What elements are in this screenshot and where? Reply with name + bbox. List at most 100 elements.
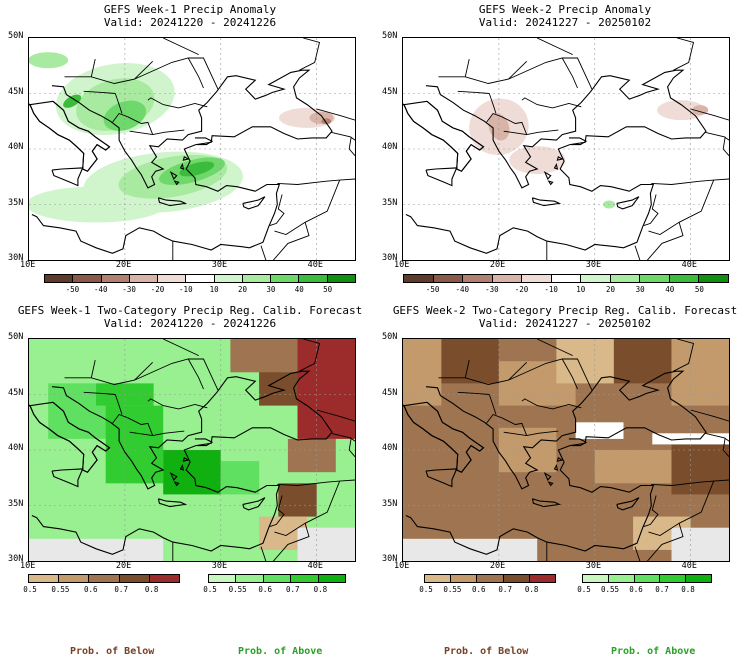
- lon-tick-label: 20E: [489, 260, 506, 270]
- lat-tick-label: 50N: [8, 332, 24, 342]
- colorbar-label: 0.5: [23, 585, 37, 594]
- lat-tick-label: 35N: [382, 498, 398, 509]
- colorbar-label: 0.7: [114, 585, 128, 594]
- colorbar-segment: [686, 575, 711, 582]
- colorbar-segment: [263, 575, 292, 582]
- lon-tick-label: 30E: [585, 561, 602, 571]
- colorbar-segment: [214, 275, 243, 282]
- colorbar-label: 0.55: [228, 585, 247, 594]
- lat-tick-label: 30N: [8, 253, 24, 263]
- colorbar-segment: [634, 575, 661, 582]
- colorbar-label: 0.55: [51, 585, 70, 594]
- colorbar-segment: [699, 275, 729, 282]
- lat-tick-label: 35N: [8, 197, 24, 208]
- colorbar-label: 10: [576, 285, 586, 294]
- lat-tick-label: 45N: [382, 387, 398, 398]
- anomaly-colorbar-week2: [403, 274, 729, 283]
- colorbar-label: 10: [209, 285, 219, 294]
- colorbar-segment: [291, 575, 319, 582]
- lon-tick-label: 40E: [307, 561, 323, 571]
- map-canvas: [403, 38, 729, 260]
- colorbar-label: 0.8: [524, 585, 539, 594]
- lon-tick-label: 40E: [681, 561, 697, 571]
- lon-tick-label: 30E: [211, 260, 228, 270]
- colorbar-label: 0.7: [655, 585, 669, 594]
- colorbar-label: 50: [323, 285, 333, 294]
- colorbar-segment: [101, 275, 130, 282]
- colorbar-label: 0.6: [629, 585, 643, 594]
- colorbar-segment: [186, 275, 215, 282]
- colorbar-segment: [477, 575, 504, 582]
- colorbar-segment: [581, 275, 611, 282]
- legend-prob-below-week2: Prob. of Below: [444, 646, 529, 657]
- colorbar-segment: [492, 275, 523, 282]
- colorbar-segment: [318, 575, 346, 582]
- colorbar-label: 20: [238, 285, 248, 294]
- colorbar-label: -50: [425, 285, 440, 294]
- colorbar-segment: [327, 275, 355, 282]
- lon-tick-label: 30E: [211, 561, 228, 571]
- colorbar-segment: [299, 275, 328, 282]
- lat-tick-label: 35N: [8, 498, 24, 509]
- colorbar-segment: [73, 275, 102, 282]
- map-week1-anomaly: [28, 37, 356, 261]
- legend-prob-below-week1: Prob. of Below: [70, 646, 155, 657]
- prob-below-colorbar-week1: [28, 574, 180, 583]
- colorbar-segment: [129, 275, 159, 282]
- map-week2-two-category: [402, 338, 730, 562]
- map-canvas: [403, 339, 729, 561]
- colorbar-label: 0.7: [286, 585, 300, 594]
- colorbar-label: -30: [122, 285, 136, 294]
- colorbar-label: 0.6: [258, 585, 272, 594]
- lat-tick-label: 40N: [8, 142, 24, 152]
- lat-tick-label: 45N: [8, 387, 24, 398]
- colorbar-segment: [89, 575, 120, 582]
- colorbar-label: 30: [635, 285, 645, 294]
- colorbar-label: 0.8: [313, 585, 328, 594]
- colorbar-label: -40: [93, 285, 108, 294]
- colorbar-segment: [29, 575, 60, 582]
- lat-tick-label: 50N: [8, 31, 24, 41]
- colorbar-label: 50: [694, 285, 704, 294]
- colorbar-label: -20: [150, 285, 165, 294]
- colorbar-label: 0.8: [144, 585, 159, 594]
- legend-prob-above-week1: Prob. of Above: [238, 646, 323, 657]
- colorbar-label: 0.55: [600, 585, 620, 594]
- colorbar-segment: [660, 575, 687, 582]
- colorbar-label: 0.8: [681, 585, 695, 594]
- panel-title: GEFS Week-2 Precip Anomaly Valid: 2024122…: [478, 3, 652, 29]
- lon-tick-label: 40E: [681, 260, 697, 270]
- colorbar-label: 0.5: [577, 585, 591, 594]
- lat-tick-label: 45N: [382, 86, 398, 97]
- colorbar-segment: [608, 575, 635, 582]
- colorbar-label: 0.6: [472, 585, 486, 594]
- colorbar-segment: [119, 575, 150, 582]
- lon-tick-label: 10E: [20, 260, 36, 270]
- lat-tick-label: 50N: [382, 332, 398, 342]
- colorbar-label: -20: [514, 285, 529, 294]
- colorbar-segment: [404, 275, 434, 282]
- colorbar-segment: [425, 575, 452, 582]
- colorbar-label: 40: [294, 285, 304, 294]
- colorbar-segment: [158, 275, 187, 282]
- colorbar-label: 20: [605, 285, 615, 294]
- colorbar-segment: [271, 275, 300, 282]
- colorbar-segment: [242, 275, 272, 282]
- map-week2-anomaly: [402, 37, 730, 261]
- prob-above-colorbar-week1: [208, 574, 346, 583]
- map-canvas: [29, 38, 355, 260]
- colorbar-label: 40: [665, 285, 675, 294]
- colorbar-label: -40: [455, 285, 470, 294]
- prob-above-colorbar-week2: [582, 574, 712, 583]
- colorbar-label: 0.6: [84, 585, 98, 594]
- colorbar-segment: [433, 275, 464, 282]
- colorbar-label: -10: [179, 285, 193, 294]
- colorbar-segment: [669, 275, 700, 282]
- colorbar-segment: [640, 275, 670, 282]
- lon-tick-label: 20E: [489, 561, 506, 571]
- colorbar-segment: [236, 575, 264, 582]
- colorbar-label: 0.7: [498, 585, 512, 594]
- panel-title: GEFS Week-1 Precip Anomaly Valid: 2024122…: [103, 3, 277, 29]
- colorbar-segment: [209, 575, 237, 582]
- lat-tick-label: 40N: [8, 443, 24, 453]
